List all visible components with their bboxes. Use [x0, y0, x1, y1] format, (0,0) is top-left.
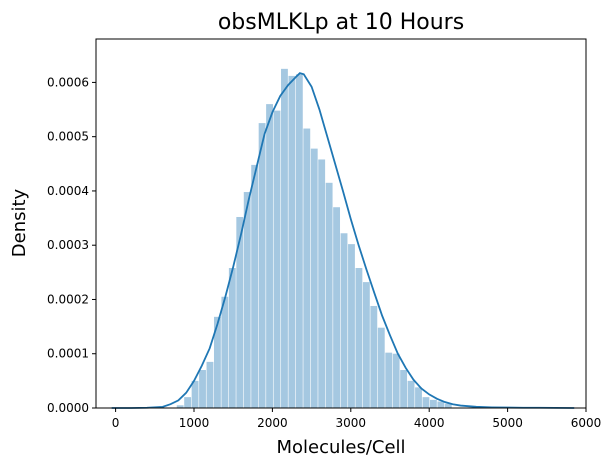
histogram-bars — [176, 68, 452, 409]
histogram-bar — [325, 182, 333, 408]
histogram-bar — [444, 403, 452, 408]
histogram-bar — [370, 305, 378, 408]
histogram-bar — [362, 282, 370, 408]
y-tick-label: 0.0005 — [47, 130, 89, 144]
y-tick-label: 0.0004 — [47, 184, 89, 198]
y-tick-label: 0.0001 — [47, 347, 89, 361]
histogram-bar — [281, 68, 288, 409]
x-axis: 0 1000 2000 3000 4000 5000 6000 — [112, 408, 601, 430]
histogram-bar — [340, 233, 348, 408]
chart-title: obsMLKLp at 10 Hours — [218, 10, 464, 35]
histogram-bar — [184, 397, 192, 408]
histogram-bar — [191, 380, 199, 408]
histogram-bar — [273, 110, 281, 409]
histogram-bar — [303, 128, 311, 409]
histogram-bar — [355, 267, 363, 408]
histogram-bar — [251, 164, 259, 408]
y-tick-label: 0.0000 — [47, 401, 89, 415]
histogram-bar — [407, 380, 415, 408]
y-tick-label: 0.0006 — [47, 75, 89, 89]
histogram-bar — [228, 267, 236, 408]
histogram-bar — [422, 397, 430, 408]
histogram-bar — [392, 353, 400, 408]
y-tick-label: 0.0003 — [47, 238, 89, 252]
x-tick-label: 6000 — [571, 416, 602, 430]
histogram-bar — [206, 361, 214, 408]
x-tick-label: 2000 — [257, 416, 288, 430]
x-tick-label: 4000 — [414, 416, 445, 430]
histogram-bar — [437, 401, 445, 408]
y-tick-label: 0.0002 — [47, 292, 89, 306]
histogram-bar — [310, 148, 318, 409]
histogram-bar — [415, 387, 422, 408]
x-tick-label: 3000 — [336, 416, 367, 430]
histogram-bar — [258, 123, 266, 408]
histogram-bar — [213, 316, 221, 408]
histogram-bar — [333, 207, 341, 408]
x-tick-label: 5000 — [492, 416, 523, 430]
y-axis: 0.0000 0.0001 0.0002 0.0003 0.0004 0.0005 0.00… — [47, 75, 96, 415]
histogram-bar — [400, 370, 408, 408]
x-tick-label: 1000 — [179, 416, 210, 430]
histogram-bar — [429, 399, 437, 408]
x-tick-label: 0 — [112, 416, 120, 430]
kde-line — [111, 72, 575, 409]
plot-frame — [95, 38, 587, 409]
histogram-bar — [176, 405, 184, 408]
histogram-bar — [377, 327, 385, 408]
histogram-bar — [318, 159, 326, 408]
y-axis-label: Density — [9, 188, 30, 257]
histogram-bar — [385, 352, 393, 408]
histogram-bar — [236, 216, 244, 408]
histogram-bar — [199, 370, 206, 408]
histogram-bar — [266, 104, 273, 408]
histogram-bar — [288, 75, 296, 409]
x-axis-label: Molecules/Cell — [276, 437, 405, 458]
histogram-bar — [221, 296, 229, 408]
histogram-bar — [243, 192, 251, 408]
histogram-bar — [295, 74, 303, 408]
histogram-bar — [348, 244, 355, 408]
